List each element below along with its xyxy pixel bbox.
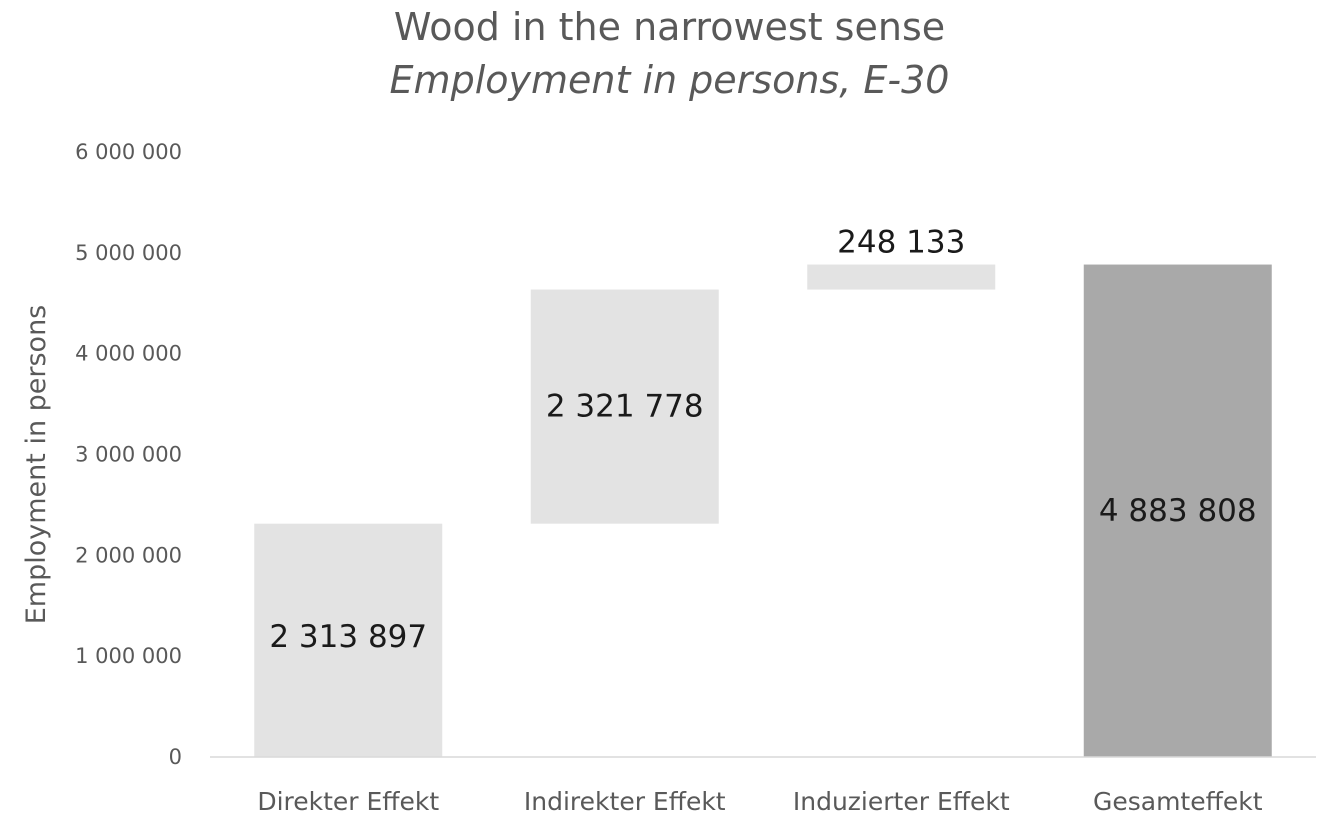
- chart-title: Wood in the narrowest sense: [393, 5, 946, 49]
- x-tick-label: Direkter Effekt: [257, 787, 439, 814]
- data-label: 2 313 897: [269, 619, 427, 655]
- chart-subtitle: Employment in persons, E-30: [389, 58, 950, 102]
- y-tick-label: 5 000 000: [75, 241, 182, 265]
- x-tick-label: Gesamteffekt: [1093, 787, 1263, 814]
- y-tick-label: 6 000 000: [75, 140, 182, 164]
- y-tick-label: 4 000 000: [75, 342, 182, 366]
- y-tick-label: 0: [169, 745, 182, 769]
- bar: [254, 523, 443, 757]
- data-label: 2 321 778: [546, 389, 704, 425]
- data-label: 248 133: [837, 225, 965, 261]
- x-tick-label: Indirekter Effekt: [524, 787, 726, 814]
- bar: [807, 264, 996, 290]
- data-label: 4 883 808: [1099, 493, 1257, 529]
- y-tick-label: 2 000 000: [75, 543, 182, 567]
- y-tick-label: 1 000 000: [75, 644, 182, 668]
- x-tick-label: Induzierter Effekt: [793, 787, 1010, 814]
- y-tick-label: 3 000 000: [75, 443, 182, 467]
- bar: [1083, 264, 1272, 757]
- bar: [530, 289, 719, 524]
- y-axis-label: Employment in persons: [21, 305, 52, 625]
